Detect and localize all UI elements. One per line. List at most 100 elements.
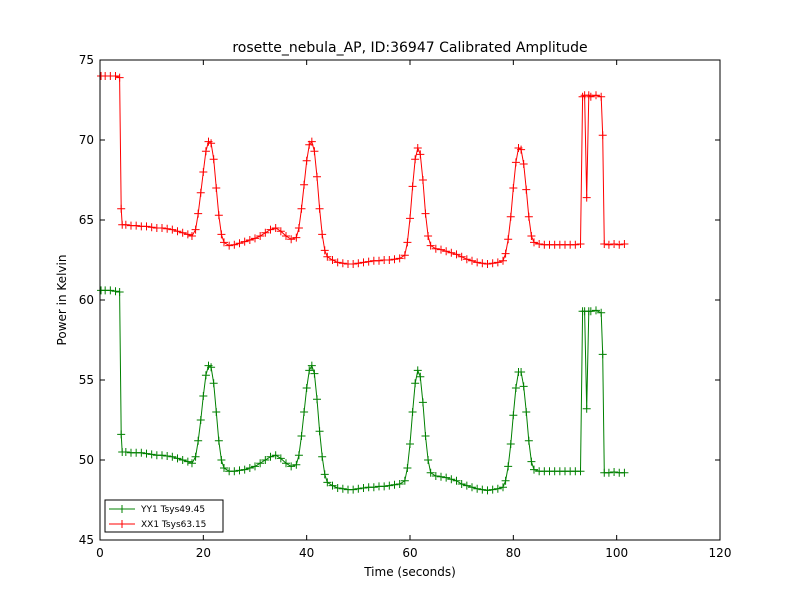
data-point-marker [196,416,205,424]
data-point-marker [468,483,476,492]
data-point-marker [457,252,466,261]
data-point-marker [610,240,619,248]
data-point-marker [315,427,324,436]
data-point-marker [183,230,192,239]
data-point-marker [214,436,223,445]
data-point-marker [266,225,275,234]
data-point-marker [115,73,124,82]
data-point-marker [447,248,456,257]
data-point-marker [586,92,595,101]
data-point-marker [111,287,120,296]
data-point-marker [604,240,613,249]
data-point-marker [452,250,461,259]
data-point-marker [302,384,311,392]
data-point-marker [225,241,234,250]
x-tick-label: 0 [96,546,104,560]
data-point-marker [313,172,321,181]
data-point-marker [522,185,531,194]
data-point-marker [442,473,451,482]
data-point-marker [147,450,156,459]
data-point-marker [305,366,314,375]
data-point-marker [338,259,347,268]
data-point-marker [349,485,358,494]
data-point-marker [582,193,591,202]
data-point-marker [403,238,412,247]
data-point-marker [240,465,249,474]
data-point-marker [524,436,533,445]
data-point-marker [287,462,296,471]
data-point-marker [576,240,585,248]
x-tick-label: 20 [196,546,211,560]
data-point-marker [282,459,290,468]
data-point-marker [307,137,316,146]
y-axis-label: Power in Kelvin [55,255,69,346]
y-tick-label: 65 [79,213,94,227]
data-point-marker [535,240,544,248]
data-point-marker [191,225,200,234]
data-point-marker [235,466,244,475]
data-point-marker [615,240,624,249]
data-point-marker [191,452,200,461]
data-point-marker [437,245,445,254]
data-point-marker [620,240,629,248]
data-point-marker [610,468,619,476]
data-point-marker [235,239,244,248]
data-point-marker [333,258,342,267]
data-point-marker [212,408,221,416]
data-point-marker [483,260,492,268]
data-point-marker [462,255,471,264]
data-point-marker [256,232,265,240]
plot-area [97,72,629,495]
data-point-marker [323,252,332,261]
data-point-marker [522,408,531,416]
data-point-marker [598,350,607,359]
data-point-marker [424,456,433,464]
legend-marker [118,505,126,513]
data-point-marker [421,209,430,218]
data-point-marker [509,184,518,192]
data-point-marker [132,221,141,230]
data-point-marker [506,212,515,221]
data-point-marker [276,227,285,236]
data-point-marker [300,180,309,189]
data-point-marker [375,256,383,265]
data-point-marker [297,204,306,213]
data-point-marker [276,454,285,463]
data-point-marker [530,238,538,247]
data-point-marker [158,451,166,460]
data-point-marker [511,384,520,392]
data-point-marker [328,256,337,264]
data-point-marker [209,379,218,388]
data-point-marker [488,259,497,268]
data-point-marker [245,236,254,244]
data-point-marker [592,91,600,100]
data-point-marker [300,408,309,416]
data-point-marker [506,440,515,448]
data-point-marker [333,484,342,492]
data-point-marker [349,260,358,268]
data-point-marker [426,468,435,477]
data-point-marker [457,480,466,488]
data-point-marker [511,158,520,167]
data-point-marker [294,451,303,460]
x-axis-label: Time (seconds) [363,565,456,579]
data-point-marker [178,228,187,237]
data-point-marker [121,448,130,456]
data-point-marker [406,214,414,223]
legend-marker [118,520,126,528]
data-point-marker [395,480,404,488]
data-point-marker [413,144,422,152]
data-point-marker [178,456,187,464]
y-tick-label: 60 [79,293,94,307]
data-point-marker [230,467,239,476]
data-point-marker [217,230,226,239]
x-tick-label: 80 [506,546,521,560]
y-tick-label: 50 [79,453,94,467]
data-point-marker [292,460,301,469]
data-point-marker [416,150,425,159]
x-tick-label: 40 [299,546,314,560]
data-point-marker [196,188,205,197]
data-point-marker [411,155,420,164]
data-point-marker [390,255,399,264]
data-point-marker [604,468,613,477]
